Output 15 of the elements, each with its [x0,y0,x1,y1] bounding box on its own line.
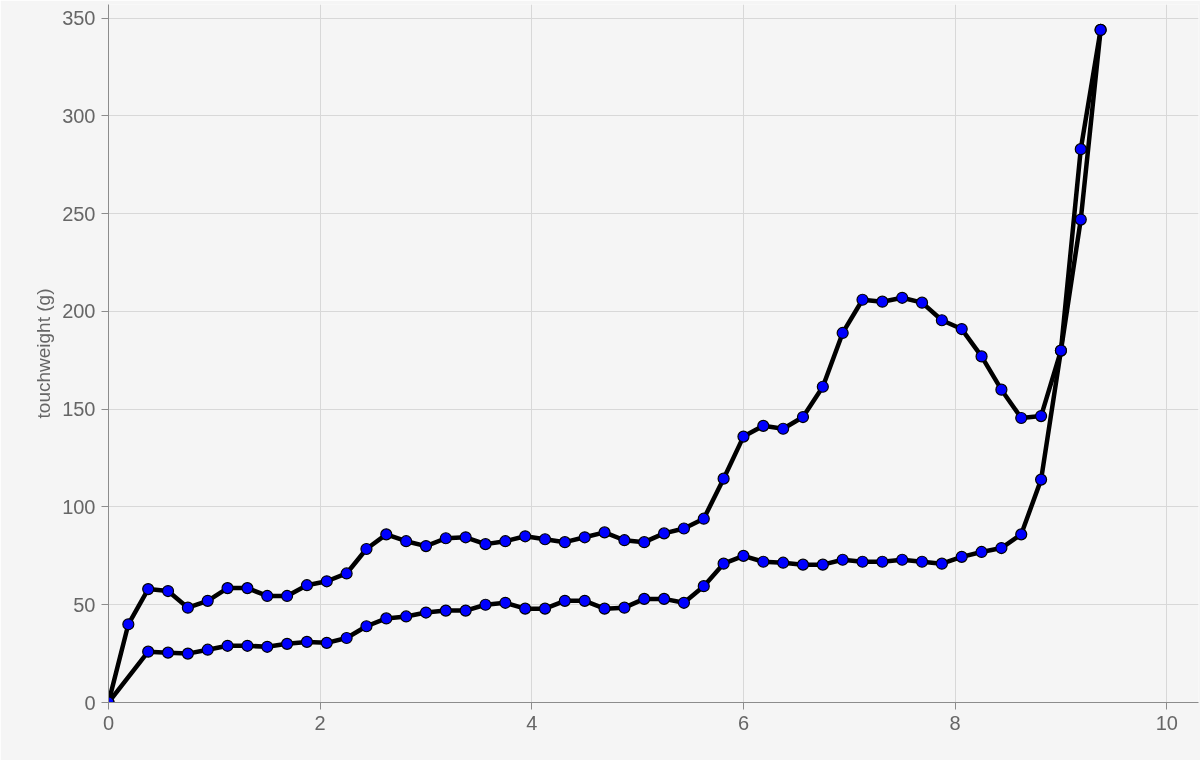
x-tick-label: 2 [314,711,326,734]
y-tick-label: 300 [62,104,96,127]
x-tick-label: 8 [949,711,961,734]
x-tick-label: 4 [526,711,538,734]
y-tick-label: 150 [62,398,96,421]
y-tick-label: 100 [62,495,96,518]
x-tick-label: 10 [1155,711,1178,734]
y-tick-label: 250 [62,202,96,225]
y-tick-label: 200 [62,300,96,323]
y-tick-label: 350 [62,7,96,30]
y-axis-title: touchweight (g) [33,288,55,419]
y-tick-label: 0 [84,691,96,714]
x-tick-label: 6 [737,711,750,734]
y-tick-label: 50 [73,593,96,616]
x-tick-label: 0 [102,711,115,734]
